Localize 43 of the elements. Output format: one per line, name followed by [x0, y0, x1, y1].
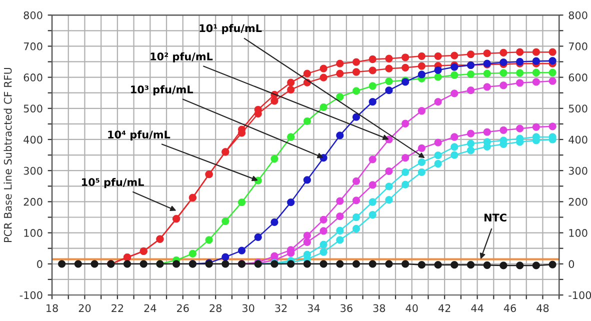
- x-tick-label: 40: [406, 304, 418, 312]
- y2-tick-label: 100: [569, 229, 588, 237]
- y-tick-label: 0: [37, 260, 42, 268]
- y-axis-title: PCR Base Line Subtracted CF RFU: [4, 68, 12, 242]
- annotation: 10² pfu/mL: [150, 52, 213, 62]
- y-tick-label: 700: [24, 42, 42, 50]
- x-tick-label: 30: [242, 304, 254, 312]
- annotation: NTC: [484, 214, 506, 222]
- x-tick-label: 22: [112, 304, 124, 312]
- y2-tick-label: 300: [568, 166, 588, 175]
- x-tick-label: 24: [144, 304, 156, 312]
- x-tick-label: 32: [275, 304, 287, 312]
- y-tick-label: 200: [24, 198, 42, 206]
- x-tick-label: 36: [340, 304, 352, 312]
- y2-tick-label: 400: [568, 136, 588, 144]
- annotation: 10⁵ pfu/mL: [82, 178, 144, 188]
- annotation: 10³ pfu/mL: [131, 85, 194, 96]
- y2-tick-label: -100: [568, 291, 591, 300]
- x-tick-label: 48: [536, 304, 549, 312]
- x-tick-label: 46: [504, 304, 516, 312]
- annotation: 10¹ pfu/mL: [200, 24, 262, 34]
- y-tick-label: 800: [24, 11, 42, 20]
- x-tick-label: 26: [177, 304, 189, 312]
- y-tick-label: 600: [24, 74, 42, 82]
- x-tick-label: 38: [373, 304, 386, 312]
- x-tick-label: 28: [210, 304, 222, 312]
- y-tick-label: -100: [20, 291, 42, 300]
- y2-tick-label: 700: [568, 42, 588, 50]
- y2-tick-label: 600: [568, 74, 588, 82]
- y2-tick-label: 800: [568, 11, 588, 20]
- x-tick-label: 20: [78, 304, 91, 312]
- y-tick-label: 100: [24, 229, 42, 237]
- y-tick-label: 500: [24, 104, 42, 112]
- y2-tick-label: 500: [568, 104, 588, 112]
- annotation: 10⁴ pfu/mL: [108, 130, 170, 140]
- y2-tick-label: 200: [568, 198, 588, 206]
- x-tick-label: 42: [438, 304, 450, 312]
- y2-tick-label: 0: [568, 260, 574, 268]
- y-tick-label: 300: [24, 166, 42, 175]
- x-tick-label: 44: [471, 304, 484, 312]
- x-tick-label: 18: [46, 304, 58, 312]
- y-tick-label: 400: [24, 136, 42, 144]
- x-tick-label: 34: [308, 304, 320, 312]
